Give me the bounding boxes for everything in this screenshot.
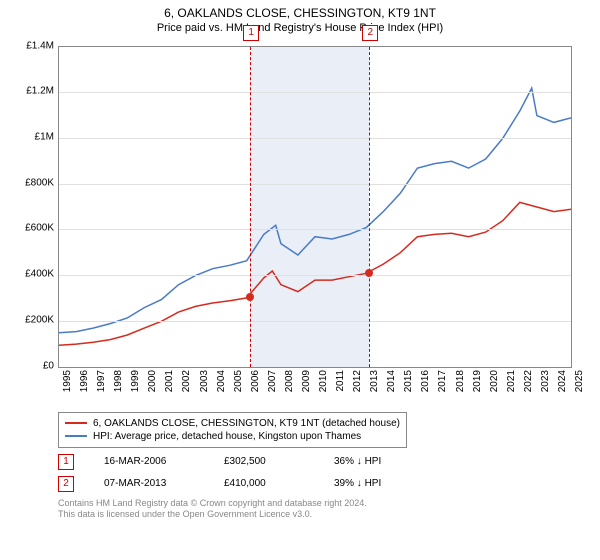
x-tick-label: 2012 [352,370,363,400]
sale-date: 07-MAR-2013 [104,478,194,489]
x-tick-label: 1995 [62,370,73,400]
series-price_paid [59,202,571,345]
gridline [59,321,571,322]
sale-delta: 36% ↓ HPI [334,456,381,467]
x-tick-label: 2020 [489,370,500,400]
chart-title: 6, OAKLANDS CLOSE, CHESSINGTON, KT9 1NT [8,6,592,22]
footer-line2: This data is licensed under the Open Gov… [58,509,592,521]
x-tick-label: 2025 [574,370,585,400]
sale-marker-badge: 1 [243,25,259,41]
y-tick-label: £400K [9,269,54,280]
y-tick-label: £600K [9,223,54,234]
sale-marker-line [250,47,251,367]
series-hpi [59,88,571,333]
sale-marker-line [369,47,370,367]
sale-delta: 39% ↓ HPI [334,478,381,489]
x-tick-label: 2001 [164,370,175,400]
x-tick-label: 1999 [130,370,141,400]
y-tick-label: £1.2M [9,86,54,97]
sale-marker-badge: 2 [362,25,378,41]
x-tick-label: 2018 [455,370,466,400]
x-tick-label: 2005 [233,370,244,400]
legend-item: HPI: Average price, detached house, King… [65,430,400,443]
x-tick-label: 2021 [506,370,517,400]
sale-row-marker: 2 [58,476,74,492]
y-tick-label: £1M [9,132,54,143]
x-tick-label: 2000 [147,370,158,400]
footer-line1: Contains HM Land Registry data © Crown c… [58,498,592,510]
sale-price: £410,000 [224,478,304,489]
y-tick-label: £0 [9,360,54,371]
sale-marker-dot [365,269,373,277]
x-tick-label: 1998 [113,370,124,400]
x-tick-label: 2022 [523,370,534,400]
plot-region: 12 [58,46,572,368]
x-tick-label: 2019 [472,370,483,400]
x-tick-label: 2010 [318,370,329,400]
sale-price: £302,500 [224,456,304,467]
x-tick-label: 1997 [96,370,107,400]
x-tick-label: 2008 [284,370,295,400]
legend-label: 6, OAKLANDS CLOSE, CHESSINGTON, KT9 1NT … [93,417,400,430]
legend-swatch [65,422,87,424]
x-tick-label: 2016 [420,370,431,400]
gridline [59,92,571,93]
x-tick-label: 1996 [79,370,90,400]
legend: 6, OAKLANDS CLOSE, CHESSINGTON, KT9 1NT … [58,412,407,448]
footer-attribution: Contains HM Land Registry data © Crown c… [58,498,592,521]
x-tick-label: 2004 [216,370,227,400]
legend-swatch [65,435,87,437]
chart-container: 6, OAKLANDS CLOSE, CHESSINGTON, KT9 1NT … [0,0,600,560]
gridline [59,229,571,230]
sale-marker-dot [246,293,254,301]
sale-row: 1 16-MAR-2006 £302,500 36% ↓ HPI [58,454,592,470]
gridline [59,138,571,139]
x-tick-label: 2011 [335,370,346,400]
x-tick-label: 2024 [557,370,568,400]
x-tick-label: 2014 [386,370,397,400]
x-tick-label: 2009 [301,370,312,400]
x-tick-label: 2007 [267,370,278,400]
sale-date: 16-MAR-2006 [104,456,194,467]
y-tick-label: £200K [9,314,54,325]
legend-label: HPI: Average price, detached house, King… [93,430,361,443]
x-tick-label: 2006 [250,370,261,400]
line-series [59,47,571,367]
y-tick-label: £800K [9,177,54,188]
x-tick-label: 2013 [369,370,380,400]
x-tick-label: 2003 [199,370,210,400]
x-tick-label: 2017 [437,370,448,400]
x-tick-label: 2015 [403,370,414,400]
gridline [59,275,571,276]
chart-subtitle: Price paid vs. HM Land Registry's House … [8,22,592,34]
legend-item: 6, OAKLANDS CLOSE, CHESSINGTON, KT9 1NT … [65,417,400,430]
gridline [59,184,571,185]
x-tick-label: 2002 [181,370,192,400]
sale-row: 2 07-MAR-2013 £410,000 39% ↓ HPI [58,476,592,492]
x-tick-label: 2023 [540,370,551,400]
sale-row-marker: 1 [58,454,74,470]
chart-area: 12 £0£200K£400K£600K£800K£1M£1.2M£1.4M19… [20,40,580,410]
y-tick-label: £1.4M [9,40,54,51]
sales-table: 1 16-MAR-2006 £302,500 36% ↓ HPI 2 07-MAR-201… [8,454,592,492]
